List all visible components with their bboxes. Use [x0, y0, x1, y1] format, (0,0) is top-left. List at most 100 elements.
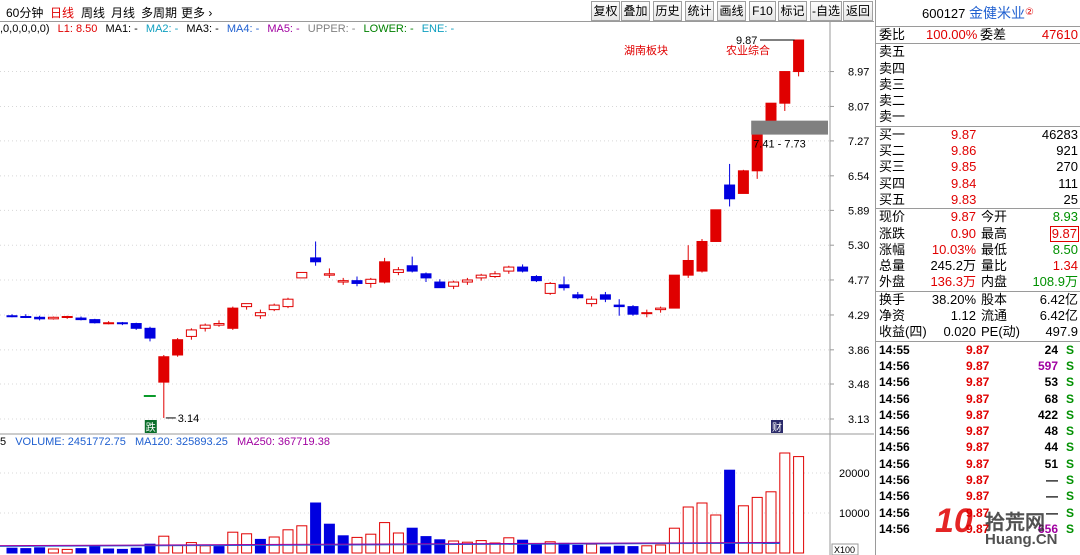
volume-bar-down: [558, 542, 570, 554]
tick-time: 14:56: [879, 391, 910, 406]
price-axis-label: 3.48: [848, 379, 869, 391]
candle-up: [268, 304, 280, 311]
stat-label: 量比: [981, 258, 1008, 274]
ma-header: ,0,0,0,0,0) L1: 8.50 MA1: - MA2: - MA3: …: [0, 23, 459, 37]
volume-bar-down: [103, 548, 115, 554]
candle-down: [599, 294, 611, 300]
candle-up: [213, 323, 225, 326]
tick-price: 9.87: [966, 521, 990, 536]
stock-header: 600127 金健米业②: [876, 0, 1080, 27]
buy-level-row: 买一 9.87 46283: [876, 127, 1080, 143]
price-axis-label: 4.29: [848, 310, 869, 322]
volume-bar-up: [296, 525, 308, 554]
price-axis-label: 6.54: [848, 171, 869, 183]
upper-value: UPPER: -: [307, 23, 356, 35]
tick-row: 14:56 9.87 44 S: [876, 439, 1080, 455]
stat-value: 9.87: [1049, 225, 1079, 242]
tick-price: 9.87: [966, 407, 990, 422]
period-multi[interactable]: 多周期: [141, 6, 178, 20]
finance-marker-box: [771, 420, 783, 433]
volume-bar-up: [227, 531, 239, 554]
stat-row: 涨幅 10.03% 最低 8.50: [876, 242, 1080, 258]
mark-button[interactable]: 标记: [778, 1, 807, 21]
buy-level-volume: 270: [1056, 159, 1078, 175]
fuquan-button[interactable]: 复权: [591, 1, 620, 21]
watermark-logo: 10 拾荒网 Huang.CN: [935, 500, 1080, 555]
candle-up: [185, 329, 197, 337]
tick-side: S: [1065, 489, 1074, 504]
f10-button[interactable]: F10: [749, 1, 776, 21]
candle-up: [379, 261, 391, 283]
price-axis-label: 5.30: [848, 240, 869, 252]
watermark-site: Huang.CN: [985, 531, 1058, 548]
divider: [876, 290, 1080, 292]
history-button[interactable]: 历史: [653, 1, 682, 21]
volume-bar-up: [751, 496, 763, 554]
tick-row: 14:56 9.87 — S: [876, 505, 1080, 521]
stock-name[interactable]: 金健米业: [969, 5, 1026, 21]
candle-up: [461, 279, 473, 283]
volume-bar-up: [779, 452, 791, 554]
buy-level-label: 买三: [879, 159, 906, 175]
candle-up: [365, 278, 377, 284]
candle-up: [103, 322, 115, 325]
volume-bar-down: [627, 546, 639, 554]
stats-button[interactable]: 统计: [685, 1, 714, 21]
tick-row: 14:56 9.87 422 S: [876, 407, 1080, 423]
stat-value: 245.2万: [930, 258, 976, 274]
candle-up: [737, 170, 749, 194]
candle-down: [144, 327, 156, 339]
tick-row: 14:56 9.87 597 S: [876, 358, 1080, 374]
volume-bar-down: [724, 469, 736, 554]
tick-time: 14:56: [879, 375, 910, 390]
tick-side: S: [1065, 456, 1074, 471]
stat-value: 10.03%: [931, 241, 976, 257]
fundamental-label: 收益(四): [879, 324, 927, 340]
tick-row: 14:56 9.87 53 S: [876, 374, 1080, 390]
volume-layer: [0, 452, 805, 554]
candle-up: [489, 273, 501, 278]
period-weekly[interactable]: 周线: [81, 6, 106, 20]
volume-bar-up: [641, 545, 653, 554]
candle-down: [89, 319, 101, 324]
candle-down: [310, 257, 322, 263]
stat-value: 0.90: [950, 225, 976, 241]
draw-button[interactable]: 画线: [717, 1, 746, 21]
candle-up: [296, 271, 308, 279]
tick-volume: 53: [1044, 375, 1058, 390]
stat-row: 总量 245.2万 量比 1.34: [876, 258, 1080, 274]
buy-level-label: 买二: [879, 143, 906, 159]
tick-volume: 51: [1044, 456, 1058, 471]
weibi-label: 委比: [879, 27, 906, 42]
stat-label: 涨跌: [879, 225, 906, 241]
overlay-button[interactable]: 叠加: [621, 1, 650, 21]
volume-bar-down: [20, 548, 32, 554]
volume-bar-down: [130, 547, 142, 554]
candle-up: [668, 274, 680, 309]
period-60min[interactable]: 60分钟: [6, 6, 44, 20]
ene-value: ENE: -: [421, 23, 455, 35]
volume-bar-up: [503, 537, 515, 554]
period-daily[interactable]: 日线: [50, 6, 75, 20]
fundamental-value: 6.42亿: [1039, 308, 1078, 324]
tick-side: S: [1065, 342, 1074, 357]
period-monthly[interactable]: 月线: [111, 6, 136, 20]
back-button[interactable]: 返回: [843, 1, 873, 21]
volume-axis-label: 10000: [839, 508, 870, 520]
tick-time: 14:56: [879, 521, 910, 536]
volume-header: 5 VOLUME: 2451772.75 MA120: 325893.25 MA…: [0, 436, 330, 450]
tick-price: 9.87: [966, 358, 990, 373]
tick-price: 9.87: [966, 375, 990, 390]
stat-label: 最高: [981, 225, 1008, 241]
tick-list[interactable]: 14:55 9.87 24 S 14:56 9.87 597 S 14:56 9.87 53 S 14:…: [876, 342, 1080, 538]
price-axis-label: 8.07: [848, 101, 869, 113]
candle-down: [6, 315, 18, 318]
candle-up: [199, 324, 211, 329]
candle-up: [641, 312, 653, 315]
volume-bar-up: [282, 529, 294, 554]
fundamental-label: 净资: [879, 308, 906, 324]
candle-down: [613, 304, 625, 308]
remove-watchlist-button[interactable]: -自选: [810, 1, 842, 21]
kline-chart[interactable]: 8.97 8.07 7.27 6.54 5.89 5.30 4.77 4.29 3.86 3.48…: [0, 22, 874, 555]
period-more[interactable]: 更多 ›: [181, 4, 212, 21]
